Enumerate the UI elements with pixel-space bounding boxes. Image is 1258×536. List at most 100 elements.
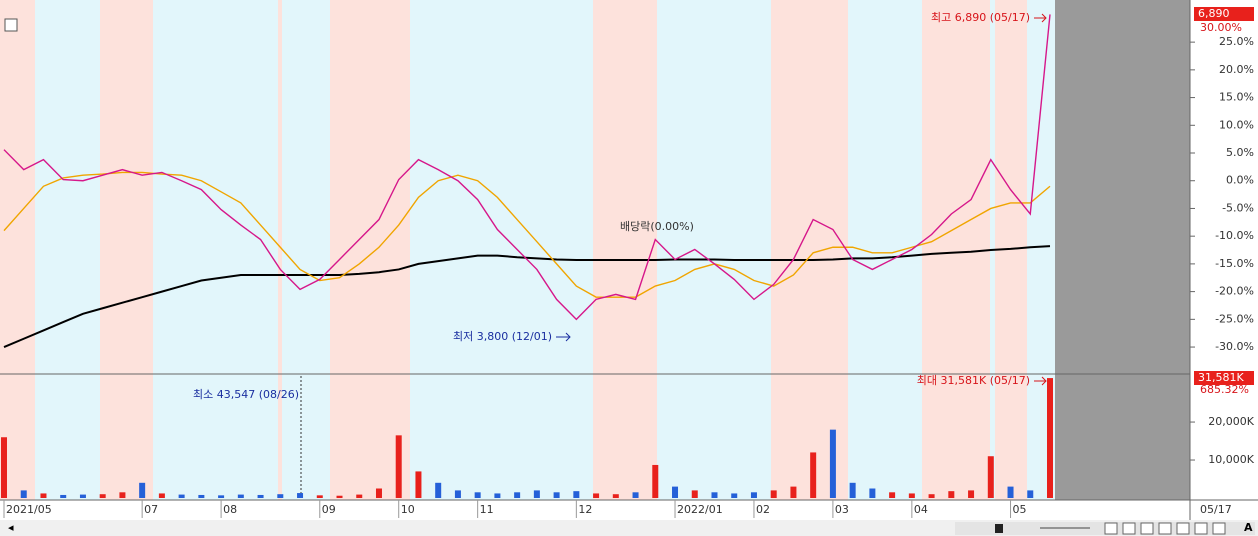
volume-bar — [198, 494, 205, 498]
volume-bar — [277, 494, 284, 498]
volume-bar — [573, 491, 580, 498]
volume-bar — [297, 493, 304, 498]
x-tick-label: 07 — [144, 503, 158, 516]
x-tick-label: 02 — [756, 503, 770, 516]
ex-dividend-label: 배당락(0.00%) — [620, 220, 694, 233]
volume-bar — [632, 492, 639, 498]
volume-bar — [928, 494, 935, 498]
min-volume-label: 최소 43,547 (08/26) — [193, 388, 299, 401]
volume-bar — [790, 486, 797, 498]
volume-bar — [908, 493, 915, 498]
volume-bar — [454, 490, 461, 498]
volume-bar — [533, 490, 540, 498]
last-volume-ratio: 685.32% — [1200, 383, 1249, 396]
volume-bar — [1027, 490, 1034, 498]
last-price-box — [1194, 7, 1254, 21]
volume-bar — [810, 452, 817, 498]
volume-bar — [869, 488, 876, 498]
volume-bar — [435, 482, 442, 498]
x-tick-label: 2021/05 — [6, 503, 52, 516]
volume-bar — [395, 435, 402, 498]
volume-bar — [20, 490, 27, 498]
volume-bar — [158, 493, 165, 498]
volume-bar — [750, 492, 757, 498]
font-button[interactable]: A — [1244, 521, 1253, 534]
x-end-label: 05/17 — [1200, 503, 1232, 516]
y-tick-label: 20,000K — [1208, 415, 1254, 428]
volume-bar — [829, 429, 836, 498]
volume-bar — [415, 471, 422, 498]
volume-bar — [612, 494, 619, 498]
tool-button[interactable] — [1122, 522, 1136, 535]
volume-bar — [987, 456, 994, 498]
low-arrow — [556, 332, 571, 342]
volume-bar — [336, 495, 343, 498]
volume-bar — [257, 494, 264, 498]
volume-bar — [119, 492, 126, 498]
tool-button[interactable] — [1140, 522, 1154, 535]
volume-bar — [948, 491, 955, 498]
tool-button[interactable] — [1176, 522, 1190, 535]
x-tick-label: 10 — [401, 503, 415, 516]
x-tick-label: 03 — [835, 503, 849, 516]
volume-bar — [218, 495, 225, 498]
volume-bar — [691, 490, 698, 498]
y-tick-label: 25.0% — [1219, 35, 1254, 48]
volume-bar — [514, 492, 521, 498]
y-tick-label: 0.0% — [1226, 174, 1254, 187]
volume-bar — [79, 494, 86, 498]
tool-button[interactable] — [1212, 522, 1226, 535]
y-tick-label: -15.0% — [1215, 257, 1254, 270]
volume-bar — [178, 494, 185, 498]
volume-bar — [316, 495, 323, 498]
volume-bar — [889, 492, 896, 498]
scroll-left[interactable]: ◂ — [8, 521, 14, 534]
volume-bar — [237, 494, 244, 498]
volume-bar — [1007, 486, 1014, 498]
y-tick-label: -20.0% — [1215, 285, 1254, 298]
volume-bar — [99, 494, 106, 498]
x-tick-label: 04 — [914, 503, 928, 516]
last-change-label: 30.00% — [1200, 21, 1242, 34]
volume-bar — [375, 488, 382, 498]
volume-bar — [1, 437, 7, 498]
y-tick-label: 10,000K — [1208, 453, 1254, 466]
x-tick-label: 12 — [578, 503, 592, 516]
volume-bar — [494, 493, 501, 498]
price-line — [3, 14, 1051, 321]
volume-bar — [731, 493, 738, 498]
x-tick-label: 08 — [223, 503, 237, 516]
tool-button[interactable] — [1104, 522, 1118, 535]
y-tick-label: -10.0% — [1215, 229, 1254, 242]
low-label: 최저 3,800 (12/01) — [453, 330, 552, 343]
stop-button[interactable] — [995, 524, 1003, 533]
volume-bar — [672, 486, 679, 498]
x-tick-label: 05 — [1013, 503, 1027, 516]
volume-bar — [356, 494, 363, 498]
tool-button[interactable] — [1158, 522, 1172, 535]
x-tick-label: 2022/01 — [677, 503, 723, 516]
y-tick-label: 10.0% — [1219, 118, 1254, 131]
high-label: 최고 6,890 (05/17) — [931, 11, 1030, 24]
y-tick-label: -25.0% — [1215, 312, 1254, 325]
volume-bar — [474, 492, 481, 498]
volume-bar — [652, 464, 659, 498]
max-volume-label: 최대 31,581K (05/17) — [917, 374, 1030, 387]
volume-bar — [40, 493, 47, 498]
volume-bar — [711, 492, 718, 498]
tool-button[interactable] — [1194, 522, 1208, 535]
volume-bar — [968, 490, 975, 498]
y-tick-label: -5.0% — [1222, 201, 1254, 214]
x-tick-label: 09 — [322, 503, 336, 516]
volume-bar — [1047, 378, 1053, 498]
price-line — [3, 171, 1051, 298]
background-bands — [0, 0, 1055, 500]
grid-icon[interactable] — [4, 18, 18, 32]
volume-bar — [60, 494, 67, 498]
y-tick-label: -30.0% — [1215, 340, 1254, 353]
high-arrow — [1034, 13, 1047, 23]
y-tick-label: 20.0% — [1219, 63, 1254, 76]
last-volume-label: 31,581K — [1198, 371, 1244, 384]
last-volume-box — [1194, 371, 1254, 385]
